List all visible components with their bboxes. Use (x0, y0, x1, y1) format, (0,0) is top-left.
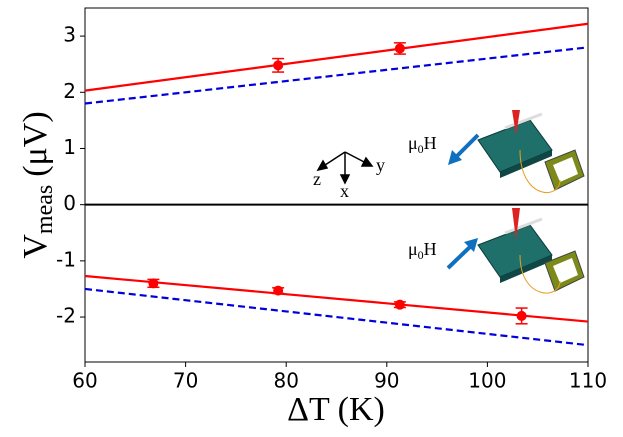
x-tick-label: 100 (468, 369, 506, 393)
data-point (273, 286, 283, 296)
triad-label: x (340, 181, 349, 201)
y-tick-label: -1 (56, 247, 76, 271)
inset-upper (448, 110, 584, 192)
y-tick-label: 3 (63, 23, 76, 47)
x-tick-label: 80 (273, 369, 298, 393)
x-tick-label: 70 (173, 369, 198, 393)
field-label: μ0H (408, 239, 437, 262)
axis-triad (318, 152, 372, 183)
chart: z x y μ0H μ0H ΔT (K) Vmeas(μV) 60 70 80 90 1… (0, 0, 623, 433)
y-tick-label: 0 (63, 191, 76, 215)
plot-frame (85, 8, 588, 362)
x-tick-label: 60 (72, 369, 97, 393)
x-axis-label: ΔT (K) (287, 391, 385, 428)
y-tick-label: 1 (63, 135, 76, 159)
y-axis-label: Vmeas(μV) (17, 111, 58, 258)
x-tick-label: 110 (569, 369, 607, 393)
y-tick-label: -2 (56, 304, 76, 328)
fit-line (85, 276, 588, 322)
x-tick-label: 90 (374, 369, 399, 393)
fit-line (85, 289, 588, 345)
field-label: μ0H (408, 133, 437, 156)
fit-line (85, 24, 588, 91)
data-point (395, 300, 405, 310)
fit-line (85, 47, 588, 103)
data-point (148, 278, 158, 288)
data-point (517, 311, 527, 321)
data-point (395, 43, 405, 53)
triad-label: y (376, 155, 385, 175)
inset-lower (448, 208, 584, 293)
triad-label: z (313, 169, 321, 189)
data-point (273, 60, 283, 70)
y-tick-label: 2 (63, 79, 76, 103)
